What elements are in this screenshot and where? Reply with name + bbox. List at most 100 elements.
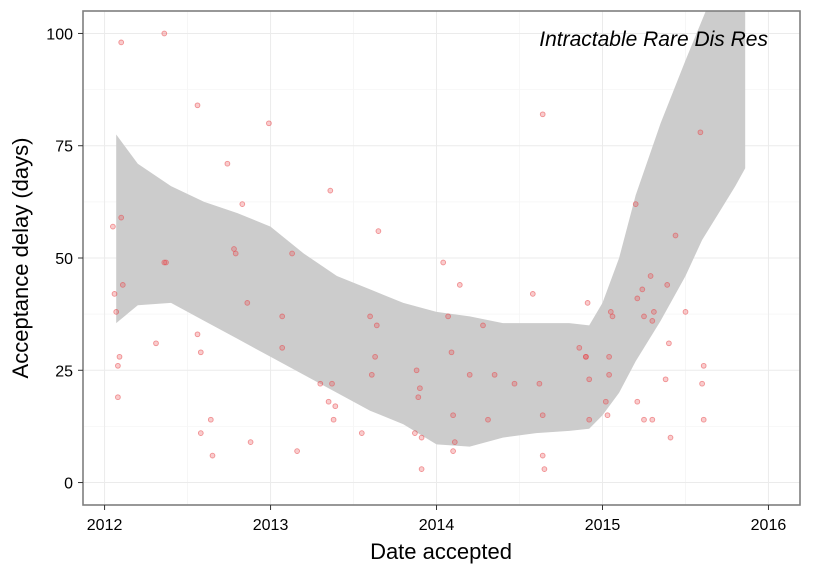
data-point	[682, 309, 689, 315]
data-point	[115, 394, 121, 401]
smooth-confidence-band	[116, 11, 746, 447]
data-point	[649, 318, 656, 324]
data-point	[667, 434, 674, 441]
data-point	[266, 120, 272, 127]
x-tick-label: 2013	[253, 517, 289, 534]
data-point	[153, 340, 159, 347]
data-point	[113, 309, 120, 315]
data-point	[662, 376, 669, 383]
data-point	[325, 398, 332, 405]
data-point	[606, 371, 612, 378]
data-point	[330, 416, 337, 423]
data-point	[118, 39, 125, 46]
data-point	[110, 223, 116, 230]
data-point	[209, 452, 216, 459]
x-tick-label: 2015	[585, 517, 621, 534]
y-axis: 0 25 50 75 100	[46, 26, 83, 493]
data-point	[634, 398, 641, 405]
data-point	[375, 228, 382, 234]
data-point	[368, 371, 375, 378]
data-point	[480, 322, 486, 329]
data-point	[224, 160, 231, 167]
data-point	[583, 353, 589, 360]
y-tick-label: 50	[55, 251, 73, 268]
data-point	[115, 362, 121, 369]
data-point	[279, 313, 286, 320]
y-tick-label: 25	[55, 363, 73, 380]
data-point	[576, 344, 583, 351]
data-point	[327, 187, 334, 194]
chart-title: Intractable Rare Dis Res	[539, 28, 768, 51]
data-point	[358, 430, 365, 436]
data-point	[666, 340, 672, 347]
data-point	[456, 282, 463, 288]
data-point	[672, 232, 679, 239]
data-point	[118, 214, 125, 221]
data-point	[511, 380, 518, 387]
data-point	[207, 416, 214, 423]
data-point	[412, 430, 418, 436]
plot-panel	[82, 10, 801, 506]
data-point	[194, 331, 201, 338]
data-point	[539, 111, 546, 118]
data-point	[606, 353, 612, 360]
data-point	[418, 434, 425, 441]
data-point	[417, 385, 423, 392]
data-point	[536, 380, 543, 387]
data-point	[699, 380, 705, 387]
data-point	[604, 412, 611, 419]
x-tick-label: 2014	[419, 517, 455, 534]
y-tick-label: 75	[55, 139, 73, 156]
data-point	[413, 367, 420, 374]
data-point	[641, 416, 647, 423]
data-point	[700, 362, 707, 369]
x-axis-title: Date accepted	[370, 539, 512, 564]
data-point	[279, 344, 286, 351]
data-point	[197, 430, 204, 436]
data-point	[584, 300, 591, 306]
x-tick-label: 2012	[87, 517, 123, 534]
data-point	[539, 412, 546, 419]
data-point	[239, 201, 246, 207]
data-point	[466, 371, 473, 378]
data-point	[586, 376, 593, 383]
data-point	[111, 291, 118, 297]
data-point	[634, 295, 641, 302]
data-point	[373, 322, 380, 329]
x-axis: 2012 2013 2014 2015 2016	[87, 505, 787, 534]
x-tick-label: 2016	[751, 517, 787, 534]
data-point	[700, 416, 707, 423]
data-point	[332, 403, 339, 410]
data-point	[161, 30, 168, 37]
y-tick-label: 0	[64, 476, 73, 493]
data-point	[247, 439, 254, 445]
data-point	[539, 452, 546, 459]
data-point	[697, 129, 704, 136]
data-point	[450, 448, 456, 454]
data-point	[163, 259, 169, 266]
data-point	[602, 398, 609, 405]
data-point	[639, 286, 646, 293]
data-point	[529, 291, 536, 297]
data-point	[372, 353, 378, 360]
data-point	[415, 394, 422, 401]
data-point	[116, 353, 123, 360]
y-axis-title: Acceptance delay (days)	[8, 138, 33, 379]
data-point	[647, 273, 654, 279]
data-point	[451, 439, 458, 445]
data-point	[440, 259, 447, 266]
y-tick-label: 100	[46, 26, 73, 43]
data-point	[119, 282, 126, 288]
data-point	[448, 349, 455, 356]
data-points	[110, 30, 707, 472]
data-point	[289, 250, 295, 257]
data-point	[586, 416, 593, 423]
data-point	[244, 300, 251, 306]
data-point	[445, 313, 451, 320]
data-point	[197, 349, 204, 356]
data-point	[632, 201, 639, 207]
data-point	[161, 259, 168, 266]
data-point	[418, 466, 425, 472]
data-point	[664, 282, 671, 288]
